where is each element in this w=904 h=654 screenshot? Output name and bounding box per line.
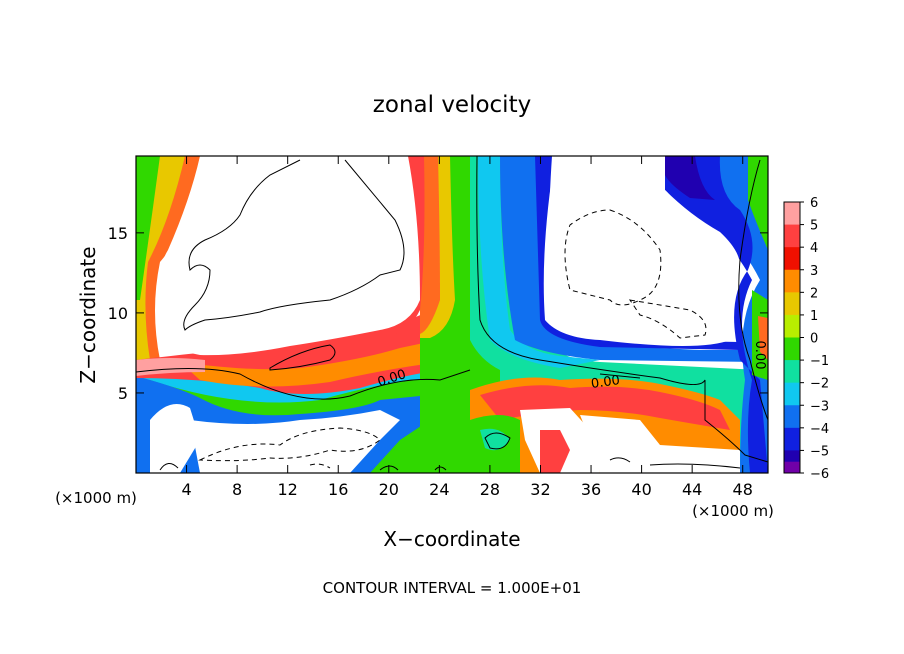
colorbar-label: −3 [810, 399, 829, 414]
x-tick-label: 48 [733, 480, 753, 499]
x-axis-label: X−coordinate [383, 527, 520, 551]
colorbar-segment [784, 202, 800, 226]
y-tick-label: 5 [118, 384, 128, 403]
colorbar-segment [784, 247, 800, 271]
x-tick-label: 20 [379, 480, 399, 499]
x-tick-label: 4 [181, 480, 191, 499]
x-tick-label: 28 [480, 480, 500, 499]
colorbar-segment [784, 337, 800, 361]
contour-label: 0.00 [590, 373, 621, 392]
contour-interval-note: CONTOUR INTERVAL = 1.000E+01 [323, 579, 582, 597]
colorbar-segment [784, 224, 800, 248]
x-tick-label: 24 [429, 480, 449, 499]
colorbar-segment [784, 360, 800, 384]
x-unit-left: (×1000 m) [55, 489, 137, 507]
colorbar-segment [784, 427, 800, 451]
colorbar-label: 1 [810, 309, 818, 324]
colorbar-label: 6 [810, 196, 818, 211]
y-axis: 5 10 15 [108, 224, 768, 403]
colorbar-label: 5 [810, 219, 818, 234]
x-tick-label: 32 [530, 480, 550, 499]
colorbar: 6 5 4 3 2 1 0 −1 −2 −3 −4 −5 −6 [783, 196, 829, 482]
colorbar-segment [784, 461, 800, 473]
y-tick-label: 15 [108, 224, 128, 243]
x-unit-right: (×1000 m) [692, 502, 774, 520]
colorbar-segment [784, 292, 800, 316]
velocity-field [136, 156, 768, 473]
colorbar-segment [784, 405, 800, 429]
y-axis-label: Z−coordinate [76, 246, 100, 383]
x-tick-label: 12 [278, 480, 298, 499]
y-tick-label: 10 [108, 304, 128, 323]
contour-lines [136, 156, 768, 471]
colorbar-label: −2 [810, 377, 829, 392]
chart-title: zonal velocity [373, 92, 531, 118]
x-tick-label: 40 [631, 480, 651, 499]
plot-frame [135, 155, 769, 474]
x-axis: 4 8 12 16 20 24 28 32 36 40 44 48 [181, 156, 753, 499]
colorbar-label: 0 [810, 332, 818, 347]
dashed-contours [198, 209, 707, 469]
colorbar-segment [784, 314, 800, 338]
colorbar-label: 2 [810, 286, 818, 301]
colorbar-label: −4 [810, 422, 829, 437]
colorbar-label: −5 [810, 444, 829, 459]
x-tick-label: 8 [232, 480, 242, 499]
colorbar-label: 3 [810, 264, 818, 279]
colorbar-label: 4 [810, 241, 818, 256]
colorbar-segment [784, 269, 800, 293]
colorbar-segment [784, 382, 800, 406]
x-tick-label: 36 [581, 480, 601, 499]
colorbar-label: −1 [810, 354, 829, 369]
x-tick-label: 44 [682, 480, 702, 499]
x-tick-label: 16 [328, 480, 348, 499]
colorbar-label: −6 [810, 467, 829, 482]
contour-label: 0.00 [752, 341, 767, 370]
